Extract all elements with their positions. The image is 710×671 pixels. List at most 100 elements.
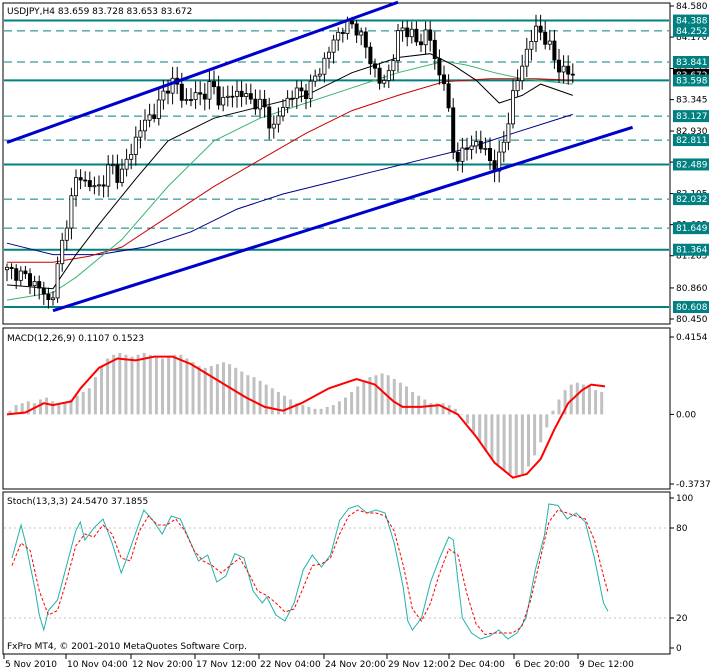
macd-bar [203,367,207,415]
macd-bar [246,375,250,415]
candle-body [110,164,115,167]
price-label-text: 83.841 [676,58,708,68]
candle-body [124,158,129,170]
price-label-box [673,24,709,37]
candle-body [446,83,451,109]
macd-bar [209,365,213,415]
price-title: USDJPY,H4 83.659 83.728 83.653 83.672 [7,7,192,17]
candle-body [336,31,341,41]
candle-body [225,95,230,98]
candle-body [405,27,410,38]
candle-body [487,147,492,162]
macd-bar [508,414,512,474]
candle-body [331,39,336,53]
price-label-box [673,56,709,69]
price-tick-label: 83.345 [676,96,708,106]
macd-axis: 0.4154 0.00 -0.3737 [670,333,710,490]
candle-body [395,30,400,62]
macd-bar [527,414,530,467]
candle-body [60,239,65,265]
candle-body [543,31,548,45]
price-label-box [673,222,709,235]
x-tick-label: 22 Nov 04:00 [260,660,321,670]
candle-body [313,75,318,82]
ma-red-line [7,78,573,263]
macd-bar [8,410,12,415]
macd-bar [411,392,415,415]
macd-bar [514,414,518,476]
macd-bar [185,358,189,415]
candle-body [18,270,23,281]
candle-body [170,77,175,94]
macd-bar [386,375,390,415]
macd-bar [484,414,488,452]
candle-body [115,164,120,183]
copyright-text: FxPro MT4, © 2001-2010 MetaQuotes Softwa… [7,642,247,652]
candle-body [561,65,566,73]
macd-bar [264,384,268,415]
price-label-box [673,74,709,87]
macd-bar [191,362,195,415]
macd-bar [75,395,79,415]
candle-body [253,98,258,110]
macd-bar [258,380,262,415]
x-tick-label: 6 Dec 20:00 [515,660,570,670]
price-label-text: 81.364 [676,246,708,256]
macd-bar [270,388,274,415]
candle-body [322,57,327,75]
macd-bar [39,399,42,415]
price-panel: USDJPY,H4 83.659 83.728 83.653 83.672 [2,0,671,325]
x-tick-label: 17 Nov 12:00 [196,660,257,670]
macd-bar [588,386,591,415]
trendline [52,125,634,313]
price-tick-label: 81.285 [676,252,708,262]
macd-bar [228,364,232,415]
macd-tick-label: 0.00 [676,410,696,420]
macd-bar [222,362,225,415]
candle-body [120,168,125,183]
candle-body [161,90,166,101]
macd-bar [295,403,299,415]
macd-bar [600,392,604,415]
stoch-title: Stoch(13,3,3) 24.5470 37.1855 [7,497,148,507]
macd-bar [240,371,244,415]
macd-tick-label: -0.3737 [676,480,710,490]
macd-bar [356,386,360,415]
macd-bar [594,390,598,415]
macd-bar [539,414,543,443]
candle-body [377,67,382,84]
candle-body [55,263,60,299]
macd-bar [173,354,177,415]
macd-bar [283,395,286,415]
macd-bar [520,414,524,474]
price-label-text: 83.598 [676,76,708,86]
macd-bar [20,403,24,415]
macd-bar [51,401,55,415]
macd-bar [161,358,164,415]
x-tick-label: 24 Nov 20:00 [325,660,386,670]
macd-bar [118,352,122,415]
candle-body [368,46,373,65]
candle-body [386,70,391,81]
price-tick-label: 80.450 [676,315,708,325]
macd-bar [362,380,366,415]
price-label-text: 83.127 [676,112,708,122]
macd-bar [276,392,280,415]
macd-bar [307,406,311,415]
candle-body [547,40,552,45]
stoch-lines [4,503,669,640]
price-tick-label: 84.170 [676,33,708,43]
candle-body [451,107,456,153]
macd-bar [575,382,579,415]
x-tick-label: 12 Nov 20:00 [132,660,193,670]
macd-bar [142,352,146,415]
macd-bar [405,386,408,415]
price-candles [5,14,575,309]
macd-bar [368,377,372,415]
candle-body [156,99,161,119]
price-label-text: 80.608 [676,303,708,313]
stoch-tick-label: 80 [676,524,688,534]
candle-body [303,90,308,100]
macd-bar [100,365,103,415]
macd-bar [557,399,561,415]
